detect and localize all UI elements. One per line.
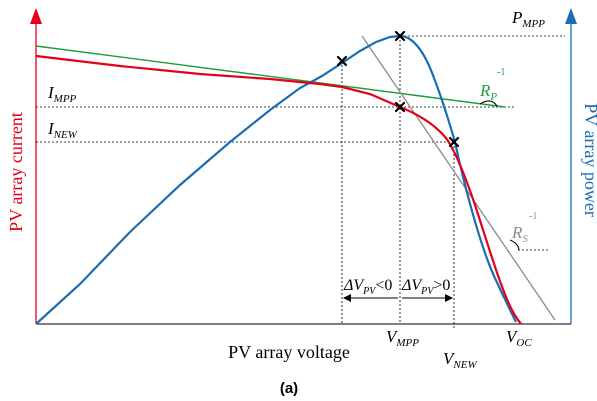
operating-point-markers (336, 30, 460, 148)
pv-power-curve (35, 34, 517, 325)
dv-negative-label: ΔVPV<0 (343, 277, 392, 297)
iv-current-curve (35, 54, 522, 325)
v-oc-label: VOC (506, 327, 532, 349)
marker-x-icon (394, 101, 406, 113)
guide-lines (36, 35, 565, 328)
power-axis-arrow-icon (565, 8, 577, 24)
p-mpp-label: PMPP (511, 8, 545, 30)
marker-x-icon (336, 55, 348, 67)
rp-label: RP (479, 81, 497, 103)
rp-exponent: -1 (497, 67, 505, 78)
i-mpp-label: IMPP (47, 83, 77, 105)
marker-x-icon (394, 30, 406, 42)
current-axis-arrow-icon (30, 8, 42, 24)
figure-caption: (a) (280, 380, 298, 397)
v-mpp-label: VMPP (386, 327, 419, 349)
power-axis-title: PV array power (581, 103, 597, 217)
rs-exponent: -1 (529, 211, 537, 222)
rs-label: RS (511, 223, 528, 245)
current-axis-title: PV array current (6, 112, 26, 232)
v-new-label: VNEW (443, 349, 477, 371)
rs-angle-arc (509, 239, 520, 251)
marker-x-icon (448, 136, 460, 148)
dv-positive-label: ΔVPV>0 (401, 277, 450, 297)
i-new-label: INEW (47, 119, 78, 141)
rp-angle-arc (479, 100, 498, 107)
rp-tangent-line (35, 45, 506, 108)
rs-tangent-line (361, 35, 556, 321)
voltage-axis-title: PV array voltage (228, 342, 350, 362)
